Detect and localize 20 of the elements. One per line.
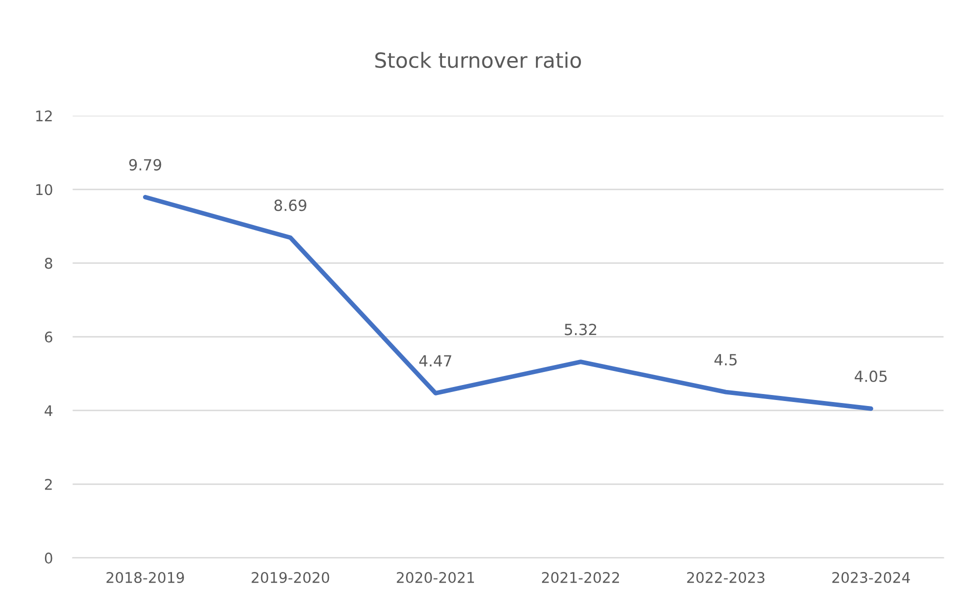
- y-tick-label: 6: [44, 331, 52, 343]
- x-tick-label: 2019-2020: [252, 572, 330, 584]
- x-tick-label: 2023-2024: [832, 572, 910, 584]
- y-tick-label: 12: [36, 110, 52, 122]
- x-tick-label: 2020-2021: [396, 572, 474, 584]
- x-tick-label: 2022-2023: [687, 572, 764, 584]
- y-tick-label: 0: [44, 552, 52, 564]
- data-label: 8.69: [274, 200, 306, 212]
- y-tick-label: 4: [44, 405, 52, 416]
- y-tick-label: 8: [44, 258, 52, 269]
- x-tick-label: 2021-2022: [542, 572, 619, 584]
- data-label: 4.5: [714, 354, 737, 366]
- chart-title: Stock turnover ratio: [375, 52, 581, 68]
- data-label: 4.47: [419, 355, 452, 366]
- data-label: 4.05: [854, 370, 887, 382]
- y-tick-label: 2: [45, 478, 52, 490]
- data-label: 9.79: [129, 159, 162, 171]
- y-tick-label: 10: [36, 184, 52, 196]
- x-tick-label: 2018-2019: [106, 572, 184, 584]
- data-label: 5.32: [564, 324, 596, 336]
